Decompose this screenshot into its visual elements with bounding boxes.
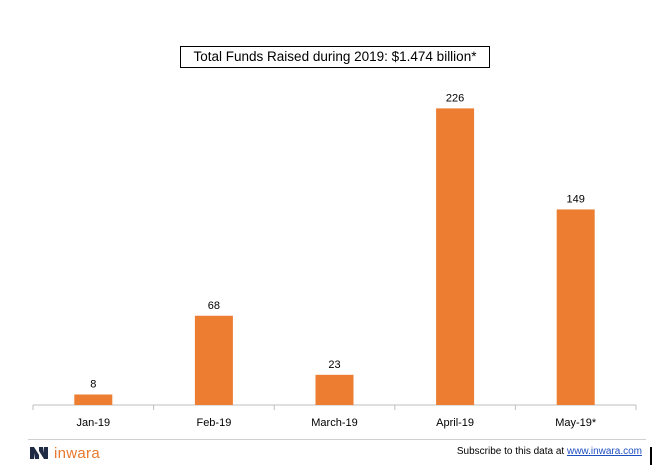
text-cursor <box>650 447 652 465</box>
data-label: 68 <box>208 300 220 312</box>
data-label: 226 <box>446 92 464 104</box>
subscribe-link[interactable]: www.inwara.com <box>566 446 642 457</box>
x-tick-label: April-19 <box>436 417 474 429</box>
inwara-logo-icon <box>30 447 48 459</box>
bar-may-19- <box>556 209 595 405</box>
bar-jan-19 <box>74 394 113 405</box>
bar-april-19 <box>436 108 475 405</box>
x-tick-label: March-19 <box>311 417 357 429</box>
subscribe-text: Subscribe to this data at <box>456 446 567 457</box>
data-label: 8 <box>90 379 96 391</box>
x-tick-label: Jan-19 <box>76 417 110 429</box>
bar-march-19 <box>315 374 354 405</box>
inwara-logo[interactable]: inwara <box>30 444 100 462</box>
bar-feb-19 <box>194 315 233 405</box>
data-label: 149 <box>567 193 585 205</box>
logo-text: inwara <box>54 444 100 462</box>
x-tick-label: Feb-19 <box>196 417 231 429</box>
footer-divider <box>28 439 646 440</box>
subscribe-note: Subscribe to this data at www.inwara.com <box>457 446 642 457</box>
data-label: 23 <box>328 359 340 371</box>
chart-title: Total Funds Raised during 2019: $1.474 b… <box>180 46 490 68</box>
x-tick-label: May-19* <box>555 417 597 429</box>
bar-chart: 8 Jan-19 68 Feb-19 23 March-19 226 April-19 149 M… <box>32 92 637 429</box>
